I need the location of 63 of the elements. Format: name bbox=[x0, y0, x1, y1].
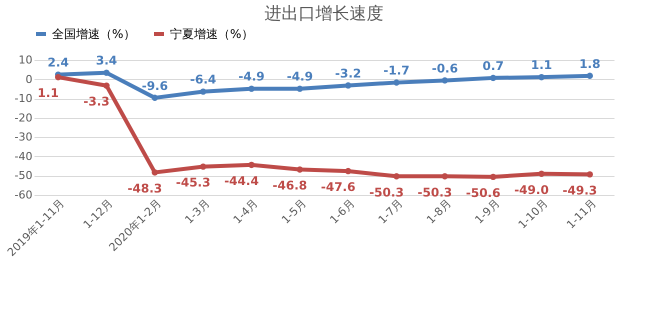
data-label: -49.3 bbox=[562, 183, 598, 198]
point bbox=[538, 170, 545, 177]
point bbox=[296, 86, 303, 92]
y-tick-label: -30 bbox=[14, 130, 32, 144]
point bbox=[55, 74, 62, 80]
data-label: -50.3 bbox=[418, 185, 452, 200]
point bbox=[152, 94, 158, 101]
point bbox=[490, 74, 496, 82]
data-label: -47.6 bbox=[320, 180, 356, 194]
point bbox=[345, 168, 352, 174]
point bbox=[393, 173, 400, 180]
point bbox=[442, 77, 448, 84]
point bbox=[393, 79, 400, 86]
point bbox=[200, 163, 206, 170]
data-label: 1.1 bbox=[530, 58, 552, 72]
data-label: -46.8 bbox=[272, 178, 308, 193]
data-label: -4.9 bbox=[238, 70, 265, 84]
data-label: -0.6 bbox=[432, 61, 458, 76]
data-label: -3.2 bbox=[335, 66, 362, 80]
data-label: -50.3 bbox=[369, 185, 404, 200]
data-label: -1.7 bbox=[383, 64, 410, 78]
point bbox=[248, 86, 255, 92]
point bbox=[345, 82, 352, 89]
data-label: -6.4 bbox=[190, 72, 216, 87]
data-label: -4.9 bbox=[286, 70, 313, 84]
point bbox=[248, 162, 255, 168]
x-tick-label: 1-5月 bbox=[279, 196, 309, 226]
point bbox=[152, 169, 158, 176]
y-tick-label: 10 bbox=[18, 54, 32, 66]
point bbox=[296, 166, 303, 173]
point bbox=[103, 82, 110, 89]
x-tick-label: 1-7月 bbox=[376, 196, 406, 226]
data-label: 3.4 bbox=[96, 54, 118, 68]
point bbox=[490, 174, 496, 180]
point bbox=[538, 74, 545, 80]
point bbox=[103, 70, 110, 76]
data-label: -45.3 bbox=[176, 176, 210, 190]
data-label: -3.3 bbox=[83, 94, 110, 109]
point bbox=[586, 171, 593, 178]
data-label: 1.1 bbox=[38, 86, 59, 100]
data-label: 2.4 bbox=[48, 56, 69, 70]
x-tick-label: 1-6月 bbox=[327, 196, 358, 226]
data-label: -44.4 bbox=[224, 174, 259, 188]
point bbox=[442, 173, 448, 180]
point bbox=[586, 72, 593, 79]
data-label: 0.7 bbox=[482, 58, 504, 73]
y-tick-label: -10 bbox=[14, 92, 32, 106]
y-tick-label: 0 bbox=[26, 72, 32, 86]
legend-label: 全国增速（%） bbox=[52, 27, 136, 41]
y-tick-label: -40 bbox=[14, 150, 32, 163]
point bbox=[200, 88, 206, 95]
y-tick-label: -50 bbox=[14, 169, 32, 182]
y-tick-label: -20 bbox=[14, 111, 32, 124]
data-label: -48.3 bbox=[128, 181, 162, 196]
x-tick-label: 1-8月 bbox=[424, 196, 454, 226]
x-tick-label: 1-4月 bbox=[230, 196, 260, 226]
data-label: -49.0 bbox=[514, 182, 549, 197]
y-tick-label: -60 bbox=[14, 188, 32, 202]
data-label: -9.6 bbox=[142, 78, 168, 93]
chart-title: 进出口增长速度 bbox=[264, 4, 384, 24]
x-tick-label: 1-3月 bbox=[182, 196, 212, 226]
legend-label: 宁夏增速（%） bbox=[170, 27, 254, 41]
data-label: 1.8 bbox=[579, 56, 600, 71]
